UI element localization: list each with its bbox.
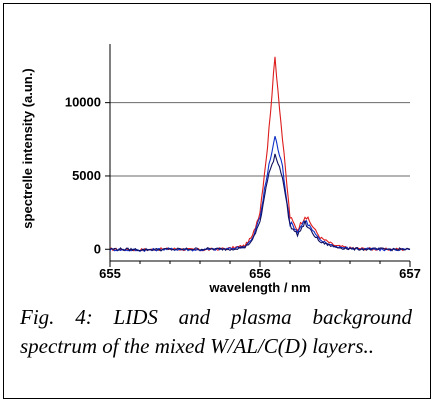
x-axis-title: wavelength / nm xyxy=(208,280,310,295)
x-tick-label: 655 xyxy=(99,266,121,281)
y-axis-title: spectrelle intensity (a.un.) xyxy=(20,68,35,228)
gridlines xyxy=(110,102,410,177)
spectrum-chart: 0 5000 10000 655 656 657 wavelength / nm spec… xyxy=(20,44,421,295)
series-line xyxy=(109,136,411,253)
axis-ticks: 0 5000 10000 655 656 657 xyxy=(65,95,421,281)
x-tick-label: 656 xyxy=(249,266,271,281)
series-line xyxy=(109,153,411,252)
x-tick-label: 657 xyxy=(399,266,421,281)
y-tick-label: 10000 xyxy=(65,95,101,110)
figure-caption: Fig. 4: LIDS and plasma background spect… xyxy=(20,305,412,358)
series-lines xyxy=(109,56,411,253)
y-tick-label: 0 xyxy=(94,241,101,256)
y-tick-label: 5000 xyxy=(72,168,101,183)
figure-frame: 0 5000 10000 655 656 657 wavelength / nm spec… xyxy=(3,3,431,399)
